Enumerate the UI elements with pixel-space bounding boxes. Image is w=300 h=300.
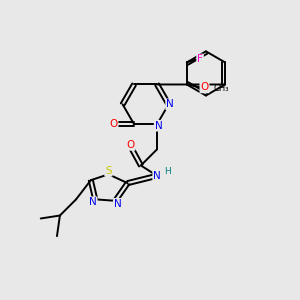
Text: CH₃: CH₃	[213, 84, 229, 93]
Text: N: N	[155, 121, 162, 131]
Text: N: N	[166, 99, 174, 110]
Text: O: O	[200, 82, 208, 92]
Text: N: N	[153, 171, 161, 181]
Text: S: S	[105, 166, 112, 176]
Text: F: F	[197, 55, 203, 64]
Text: N: N	[89, 197, 97, 207]
Text: O: O	[126, 140, 135, 150]
Text: O: O	[110, 119, 118, 129]
Text: N: N	[114, 199, 122, 209]
Text: H: H	[164, 167, 171, 176]
